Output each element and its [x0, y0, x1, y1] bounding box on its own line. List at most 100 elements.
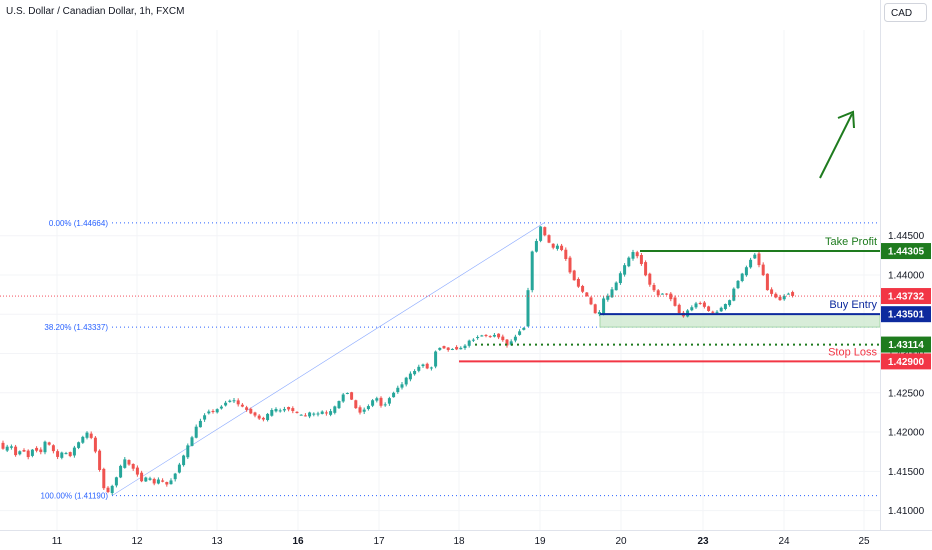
bearish-candle [505, 339, 509, 348]
candle-body [56, 451, 60, 457]
candle-body [450, 348, 454, 350]
bearish-candle [257, 414, 261, 420]
currency-button-frame[interactable] [884, 3, 927, 22]
candle-body [198, 420, 202, 428]
candle-body [593, 304, 597, 314]
candle-body [266, 413, 270, 421]
bearish-candle [639, 253, 643, 266]
bullish-candle [18, 450, 22, 456]
candle-body [274, 408, 278, 412]
bearish-candle [165, 481, 169, 487]
bullish-candle [9, 444, 13, 450]
bullish-candle [522, 327, 526, 331]
date-tick-label: 25 [858, 536, 870, 547]
candle-body [425, 363, 429, 369]
candle-body [371, 400, 375, 406]
bearish-candle [698, 301, 702, 305]
bearish-candle [102, 467, 106, 490]
bullish-candle [190, 435, 194, 447]
bearish-candle [211, 409, 215, 414]
price-label-box [881, 353, 931, 370]
candle-body [459, 347, 463, 350]
bearish-candle [261, 416, 265, 422]
candle-body [694, 303, 698, 308]
bearish-candle [673, 295, 677, 307]
candle-body [635, 252, 639, 257]
bearish-candle [543, 226, 547, 237]
time-axis[interactable]: 11 12 13 16 17 18 19 20 23 24 25 [52, 536, 870, 547]
bullish-candle [337, 400, 341, 410]
bullish-candle [660, 293, 664, 295]
bullish-candle [400, 382, 404, 390]
bullish-candle [606, 293, 610, 302]
candle-body [656, 290, 660, 296]
bullish-candle [597, 310, 601, 317]
bearish-candle [350, 391, 354, 401]
date-tick-label: 18 [453, 536, 465, 547]
bearish-candle [593, 303, 597, 314]
candle-body [786, 293, 790, 295]
candle-body [543, 227, 547, 236]
bullish-candle [694, 301, 698, 309]
bullish-candle [110, 484, 114, 495]
arrow-head [837, 110, 855, 129]
bullish-candle [732, 287, 736, 302]
bullish-candle [627, 256, 631, 268]
candle-body [316, 413, 320, 415]
candle-body [463, 345, 467, 349]
candle-body [711, 311, 715, 313]
currency-label[interactable]: CAD [891, 8, 912, 19]
bullish-candle [186, 443, 190, 460]
candle-body [303, 415, 307, 417]
candle-body [173, 473, 177, 480]
candle-body [623, 265, 627, 275]
candle-body [127, 460, 131, 465]
bullish-candle [299, 414, 303, 416]
date-tick-label: 23 [697, 536, 709, 547]
candle-body [509, 341, 513, 345]
candle-body [375, 398, 379, 401]
candle-body [5, 446, 9, 451]
candle-body [597, 312, 601, 315]
currency-button[interactable]: CAD [884, 3, 927, 22]
candle-body [639, 255, 643, 264]
candle-body [408, 373, 412, 380]
bearish-candle [26, 449, 30, 460]
grid [0, 30, 880, 530]
candle-body [467, 340, 471, 346]
candle-body [631, 252, 635, 259]
candle-body [501, 336, 505, 341]
candle-body [610, 289, 614, 298]
bearish-candle [161, 478, 165, 483]
bullish-candle [459, 346, 463, 350]
bullish-candle [266, 412, 270, 422]
candle-body [182, 455, 186, 466]
current-price-value: 1.43732 [888, 292, 925, 303]
candle-body [30, 449, 34, 456]
candle-body [350, 392, 354, 400]
candle-body [102, 468, 106, 489]
candle-body [442, 346, 446, 349]
bearish-candle [757, 251, 761, 268]
candle-body [614, 282, 618, 291]
date-tick-label: 17 [373, 536, 385, 547]
candle-body [778, 296, 782, 301]
price-tick-label: 1.41000 [888, 506, 925, 517]
price-tick-label: 1.42500 [888, 388, 925, 399]
bullish-candle [690, 305, 694, 312]
bullish-candle [341, 393, 345, 403]
candle-body [186, 445, 190, 458]
bullish-candle [749, 257, 753, 269]
candle-body [644, 262, 648, 276]
candle-body [308, 412, 312, 417]
candle-body [26, 450, 30, 458]
bullish-candle [618, 271, 622, 285]
bullish-candle [316, 411, 320, 417]
candle-body [114, 477, 118, 486]
bearish-candle [568, 255, 572, 274]
candle-body [123, 459, 127, 468]
bearish-candle [484, 334, 488, 338]
price-levels [0, 250, 880, 363]
candle-body [652, 284, 656, 291]
